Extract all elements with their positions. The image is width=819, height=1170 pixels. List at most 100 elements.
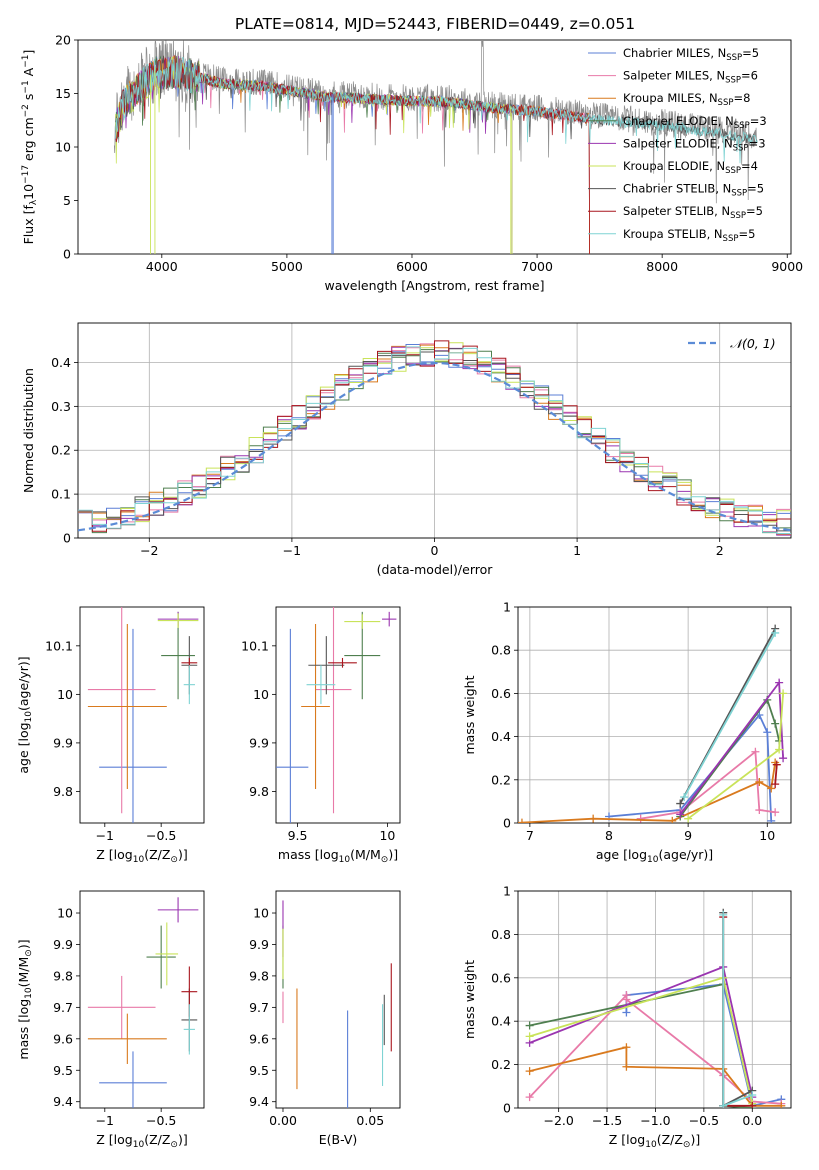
y-tick-label: 0.4 <box>51 355 71 370</box>
x-axis-label: wavelength [Angstrom, rest frame] <box>324 278 544 293</box>
legend-sub: SSP <box>731 189 747 199</box>
series-line <box>679 697 780 818</box>
series-line <box>529 965 754 1098</box>
y-axis-label-part: ] <box>21 50 36 55</box>
errorbar-point <box>157 897 199 923</box>
x-tick-label: 10 <box>379 828 395 843</box>
x-tick-label: 0.00 <box>269 1113 297 1128</box>
x-tick-label: 4000 <box>146 259 178 274</box>
errorbar-point <box>328 657 357 668</box>
y-tick-label: 0.4 <box>491 1014 511 1029</box>
series-marker <box>525 1032 534 1041</box>
x-tick-label: 0.05 <box>356 1113 384 1128</box>
model-spectrum <box>115 55 513 254</box>
legend-tail: =5 <box>746 204 763 218</box>
legend-tail: =5 <box>747 182 764 196</box>
model-spectrum <box>115 56 758 164</box>
y-tick-label: 0.8 <box>491 927 511 942</box>
series-marker <box>680 793 689 802</box>
y-tick-label: 9.9 <box>249 735 269 750</box>
legend-text: Chabrier STELIB, N <box>623 182 731 196</box>
series-marker <box>622 1043 631 1052</box>
x-tick-label: 8000 <box>646 259 678 274</box>
y-tick-label: 10.1 <box>241 638 269 653</box>
x-tick-label: −2.0 <box>543 1113 573 1128</box>
axes-frame <box>275 606 401 824</box>
series-line <box>683 632 776 798</box>
errorbar-point <box>315 607 352 814</box>
x-axis-label-part: 10 <box>133 1140 145 1150</box>
series-line <box>640 749 776 820</box>
plot-area <box>78 340 791 536</box>
legend-sub: SSP <box>726 53 742 63</box>
y-axis-label-part: −1 <box>21 55 31 68</box>
y-tick-label: 9.6 <box>53 1031 73 1046</box>
y-tick-label: 9.4 <box>249 1094 269 1109</box>
series-marker <box>771 719 780 728</box>
y-tick-label: 0.2 <box>491 772 511 787</box>
x-axis-label-part: )] <box>178 1132 188 1147</box>
y-tick-label: 15 <box>55 86 71 101</box>
legend-tail: =4 <box>741 159 758 173</box>
legend-tail: =5 <box>742 46 759 60</box>
x-tick-label: −1 <box>96 828 114 843</box>
legend-text: Kroupa STELIB, N <box>623 227 723 241</box>
plot-area <box>525 908 786 1108</box>
legend-entry: Salpeter ELODIE, NSSP=3 <box>623 136 766 153</box>
legend-entry: Kroupa STELIB, NSSP=5 <box>623 227 755 244</box>
mass-weight-series <box>518 758 780 823</box>
y-tick-label: 10.1 <box>45 638 73 653</box>
legend-text: Kroupa ELODIE, N <box>623 159 725 173</box>
x-axis-label: E(B-V) <box>319 1132 358 1147</box>
x-axis-label-part: )] <box>690 1132 700 1147</box>
y-tick-label: 9.8 <box>249 784 269 799</box>
y-axis-label: mass weight <box>462 675 477 754</box>
x-tick-label: 1 <box>573 543 581 558</box>
x-axis-label: Z [log10(Z/Z⊙)] <box>96 847 187 865</box>
series-marker <box>775 678 784 687</box>
y-tick-label: 0.8 <box>491 643 511 658</box>
x-tick-label: 7 <box>526 828 534 843</box>
x-axis-label-part: ⊙ <box>381 855 389 865</box>
x-tick-label: −0.5 <box>146 1113 176 1128</box>
y-tick-label: 0.4 <box>491 729 511 744</box>
x-axis-label-part: (Z/Z <box>657 1132 683 1147</box>
model-spectrum <box>115 56 513 254</box>
y-axis-label-part: 10 <box>24 711 34 723</box>
y-axis-label-part: −17 <box>21 165 31 184</box>
mass-weight-series <box>719 913 757 1108</box>
series-marker <box>668 816 677 823</box>
series-marker <box>622 1062 631 1071</box>
y-tick-label: 10 <box>253 687 269 702</box>
plot-area <box>87 607 199 823</box>
y-tick-label: 0.2 <box>51 443 71 458</box>
y-tick-label: 0.6 <box>491 686 511 701</box>
series-line <box>529 976 754 1104</box>
mass-weight-series <box>719 908 757 1108</box>
y-axis-label-part: (age/yr)] <box>16 656 31 711</box>
errorbar-point <box>344 614 381 629</box>
plot-area <box>518 624 788 823</box>
x-axis-label-part: ⊙ <box>170 855 178 865</box>
y-axis-label-part: 10 <box>21 184 36 200</box>
y-axis-label: Normed distribution <box>21 368 36 493</box>
series-marker <box>763 728 772 737</box>
y-tick-label: 1 <box>503 884 511 899</box>
x-axis-label-part: Z [log <box>609 1132 645 1147</box>
y-tick-label: 9.5 <box>249 1063 269 1078</box>
legend-entry: Salpeter MILES, NSSP=6 <box>623 69 758 86</box>
y-axis-label: mass [log10(M/M⊙)] <box>16 939 34 1059</box>
series-marker <box>589 814 598 823</box>
series-marker <box>525 1093 534 1102</box>
errorbar-point <box>157 613 199 628</box>
series-marker <box>767 784 776 793</box>
y-tick-label: 20 <box>55 33 71 48</box>
mass-weight-series <box>719 910 757 1108</box>
y-tick-label: 10 <box>253 906 269 921</box>
x-tick-label: 9000 <box>771 259 803 274</box>
x-tick-label: 0.0 <box>742 1113 762 1128</box>
legend-entry: Chabrier MILES, NSSP=5 <box>623 46 759 63</box>
x-axis-label-part: Z [log <box>96 847 132 862</box>
